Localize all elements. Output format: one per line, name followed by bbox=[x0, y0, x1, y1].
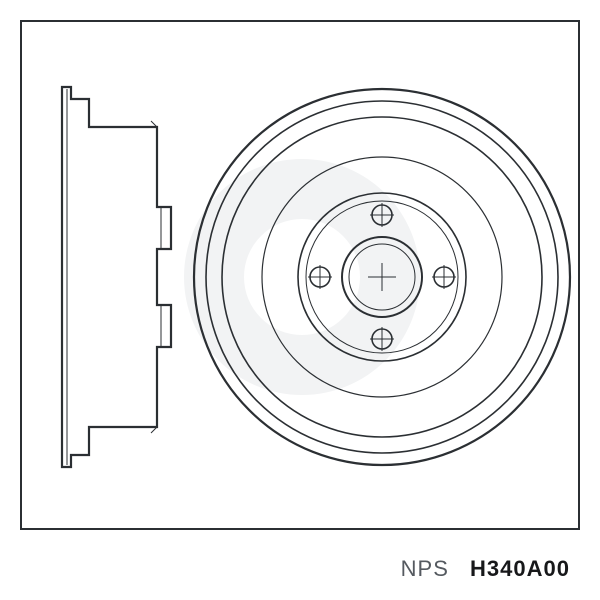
technical-drawing bbox=[22, 22, 582, 532]
diagram-frame bbox=[20, 20, 580, 530]
front-view bbox=[194, 89, 570, 465]
product-caption: NPS H340A00 bbox=[401, 556, 570, 582]
side-view bbox=[62, 87, 171, 467]
part-number: H340A00 bbox=[470, 556, 570, 581]
brand-label: NPS bbox=[401, 556, 449, 581]
